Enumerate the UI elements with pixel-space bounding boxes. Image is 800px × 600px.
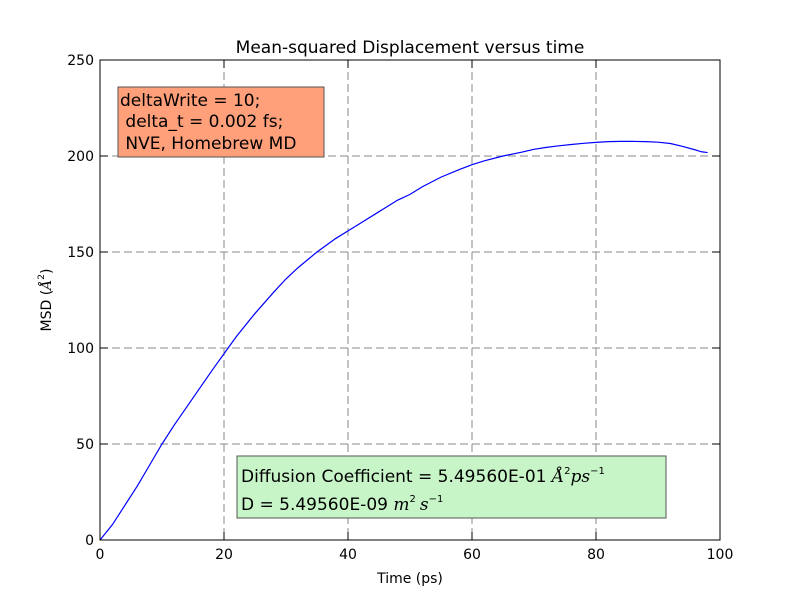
d-text: D = 5.49560E-09 xyxy=(241,495,393,515)
annotation-top-box xyxy=(117,86,325,158)
diffusion-ps: ps xyxy=(571,467,591,487)
annotation-top-line-3: NVE, Homebrew MD xyxy=(120,134,296,154)
x-tick-label: 0 xyxy=(96,547,105,563)
d-m-power: 2 xyxy=(409,494,415,505)
y-axis-label-power: 2 xyxy=(37,274,47,280)
annotation-bottom-box xyxy=(236,455,667,519)
diffusion-unit-power: 2 xyxy=(564,466,570,477)
msd-series-line xyxy=(99,140,708,541)
data-layer xyxy=(99,140,708,541)
diffusion-text: Diffusion Coefficient = 5.49560E-01 xyxy=(241,467,552,487)
x-tick-label: 60 xyxy=(463,547,481,563)
d-s-power: −1 xyxy=(429,494,444,505)
y-tick-label: 150 xyxy=(67,245,94,261)
x-tick-label: 100 xyxy=(707,547,734,563)
d-m: m xyxy=(393,495,409,515)
y-tick-label: 100 xyxy=(67,341,94,357)
d-s: s xyxy=(420,495,429,515)
y-tick-label: 200 xyxy=(67,149,94,165)
annotation-bottom-line-2: D = 5.49560E-09 m2 s−1 xyxy=(241,494,443,515)
x-tick-label: 20 xyxy=(215,547,233,563)
y-axis-label-unit: Å xyxy=(37,280,55,292)
y-tick-label: 0 xyxy=(85,533,94,549)
x-axis-label: Time (ps) xyxy=(376,571,443,587)
axis-ticks: 0 20 40 60 80 100 0 50 100 150 200 250 xyxy=(67,53,733,563)
y-tick-label: 250 xyxy=(67,53,94,69)
annotation-top: deltaWrite = 10; delta_t = 0.002 fs; NVE… xyxy=(117,86,325,158)
x-tick-label: 80 xyxy=(587,547,605,563)
y-axis-label-text: MSD ( xyxy=(39,290,55,332)
y-tick-label: 50 xyxy=(76,437,94,453)
x-tick-label: 40 xyxy=(339,547,357,563)
y-axis-label-close: ) xyxy=(39,269,55,274)
annotation-top-line-2: delta_t = 0.002 fs; xyxy=(120,112,283,132)
diffusion-unit: Å xyxy=(550,466,564,487)
annotation-bottom: Diffusion Coefficient = 5.49560E-01 Å2ps… xyxy=(236,455,667,519)
annotation-bottom-line-1: Diffusion Coefficient = 5.49560E-01 Å2ps… xyxy=(241,466,605,487)
annotation-top-line-1: deltaWrite = 10; xyxy=(120,91,260,111)
chart-title: Mean-squared Displacement versus time xyxy=(236,38,585,58)
diffusion-ps-power: −1 xyxy=(590,466,605,477)
y-axis-label: MSD (Å2) xyxy=(37,269,55,332)
plot-frame xyxy=(99,59,721,541)
